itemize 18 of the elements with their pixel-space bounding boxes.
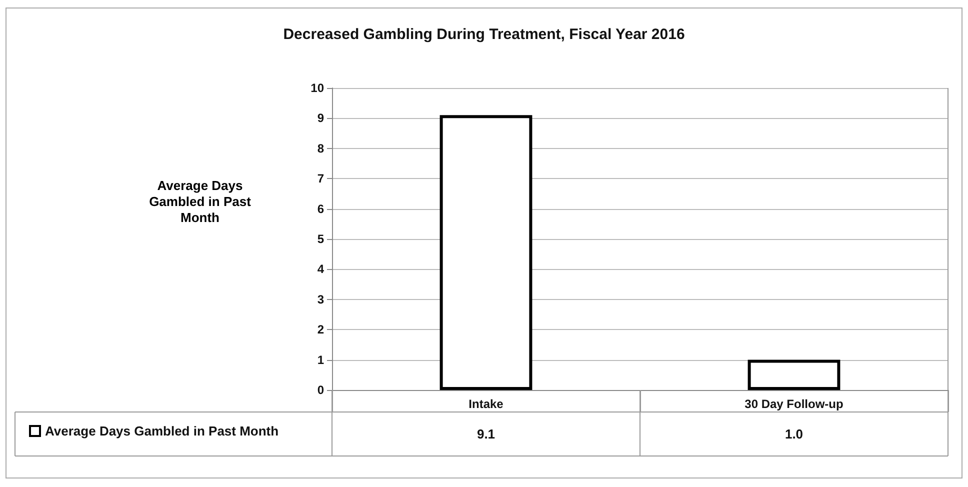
x-tick-label: 30 Day Follow-up	[744, 397, 844, 411]
y-tick-label: 6	[317, 202, 324, 216]
legend-label: Average Days Gambled in Past Month	[45, 424, 279, 438]
y-tick-label: 4	[317, 262, 324, 276]
data-label: 9.1	[476, 426, 496, 442]
y-tick-label: 9	[317, 111, 324, 126]
data-label: 1.0	[784, 426, 804, 442]
chart-title: Decreased Gambling During Treatment, Fiscal Year 2016	[283, 26, 685, 43]
y-tick-label: 2	[317, 322, 324, 337]
y-axis-title: Average Days Gambled in Past Month	[148, 178, 252, 226]
x-tick-label: Intake	[468, 397, 504, 411]
y-tick-label: 10	[310, 81, 324, 95]
y-tick-label: 3	[317, 292, 324, 306]
y-tick-label: 8	[317, 141, 324, 156]
y-tick-label: 0	[317, 383, 324, 397]
y-tick-label: 7	[317, 172, 324, 186]
y-tick-label: 1	[317, 352, 324, 367]
y-tick-label: 5	[317, 232, 324, 246]
